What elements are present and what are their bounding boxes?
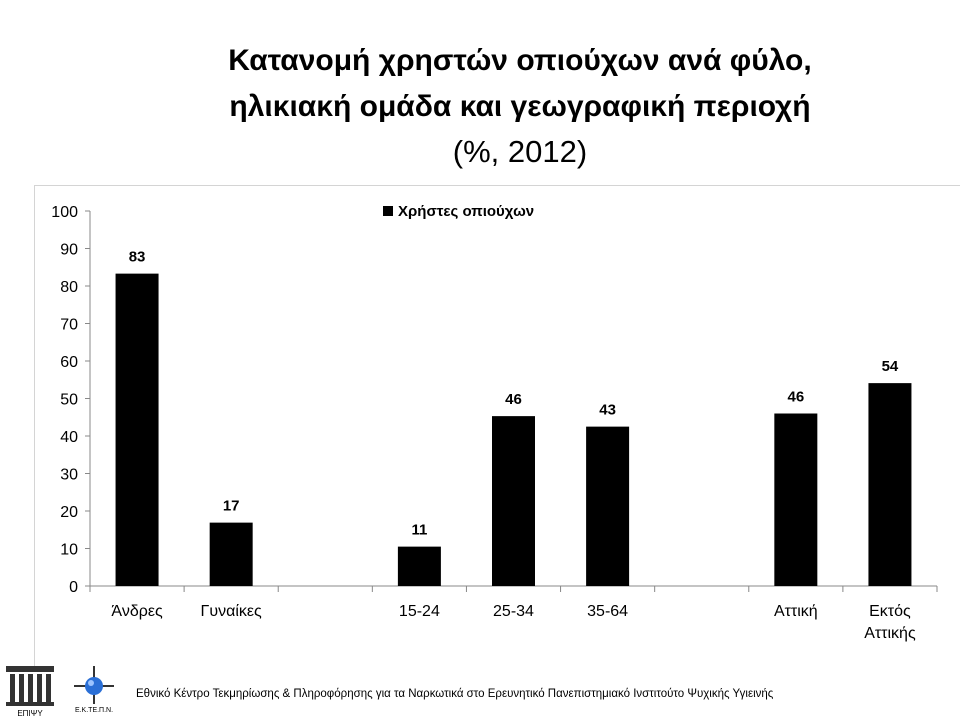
- y-tick-label: 80: [60, 279, 78, 296]
- y-tick-label: 90: [60, 242, 78, 259]
- x-tick-label: 25-34: [493, 603, 534, 620]
- y-tick-label: 20: [60, 504, 78, 521]
- y-tick-label: 60: [60, 354, 78, 371]
- title-line-1: Κατανομή χρηστών οπιούχων ανά φύλο,: [228, 44, 812, 77]
- x-tick-label: Εκτός: [869, 603, 911, 620]
- ektepn-logo: Ε.Κ.ΤΕ.Π.Ν.: [74, 666, 114, 714]
- bar: [115, 273, 159, 586]
- bar: [209, 522, 253, 586]
- footer-text: Εθνικό Κέντρο Τεκμηρίωσης & Πληροφόρησης…: [136, 688, 774, 700]
- data-label: 17: [223, 498, 240, 515]
- y-tick-label: 50: [60, 392, 78, 409]
- logo2-label: Ε.Κ.ΤΕ.Π.Ν.: [75, 707, 113, 714]
- data-label: 43: [599, 402, 616, 419]
- legend-swatch: [383, 206, 393, 216]
- x-tick-label: Αττικής: [864, 625, 916, 642]
- chart-area: 0 10 20 30 40 50 60 70 80 90 100 83 Άνδρες 17 Γυναίκες…: [34, 185, 960, 666]
- x-tick-label: Άνδρες: [111, 603, 163, 620]
- data-label: 54: [882, 358, 899, 375]
- bar-chart: 0 10 20 30 40 50 60 70 80 90 100 83 Άνδρες 17 Γυναίκες…: [51, 203, 938, 642]
- bar: [397, 546, 441, 586]
- title-line-3: (%, 2012): [452, 134, 588, 169]
- y-tick-label: 40: [60, 429, 78, 446]
- data-label: 46: [505, 391, 522, 408]
- data-label: 83: [129, 249, 146, 266]
- x-tick-label: Αττική: [774, 603, 818, 620]
- bar: [492, 416, 535, 586]
- y-tick-label: 70: [60, 317, 78, 334]
- bar: [868, 383, 912, 586]
- bar: [774, 413, 818, 586]
- data-label: 46: [787, 389, 804, 406]
- chart-title: Κατανομή χρηστών οπιούχων ανά φύλο, ηλικ…: [0, 38, 960, 174]
- y-tick-label: 30: [60, 467, 78, 484]
- logo1-label: ΕΠΙΨΥ: [17, 709, 43, 718]
- x-tick-label: 15-24: [399, 603, 440, 620]
- data-label: 11: [411, 522, 427, 539]
- footer: ΕΠΙΨΥ Ε.Κ.ΤΕ.Π.Ν. Εθνικό Κέντρο Τεκμηρίω…: [0, 660, 960, 720]
- y-tick-label: 100: [51, 204, 78, 221]
- title-line-2: ηλικιακή ομάδα και γεωγραφική περιοχή: [229, 90, 811, 123]
- bar: [586, 426, 630, 586]
- y-tick-label: 0: [69, 579, 78, 596]
- legend-label: Χρήστες οπιούχων: [398, 203, 534, 220]
- x-tick-label: Γυναίκες: [201, 603, 263, 620]
- epipsy-logo: ΕΠΙΨΥ: [6, 666, 54, 718]
- x-tick-label: 35-64: [587, 603, 628, 620]
- y-tick-label: 10: [60, 542, 78, 559]
